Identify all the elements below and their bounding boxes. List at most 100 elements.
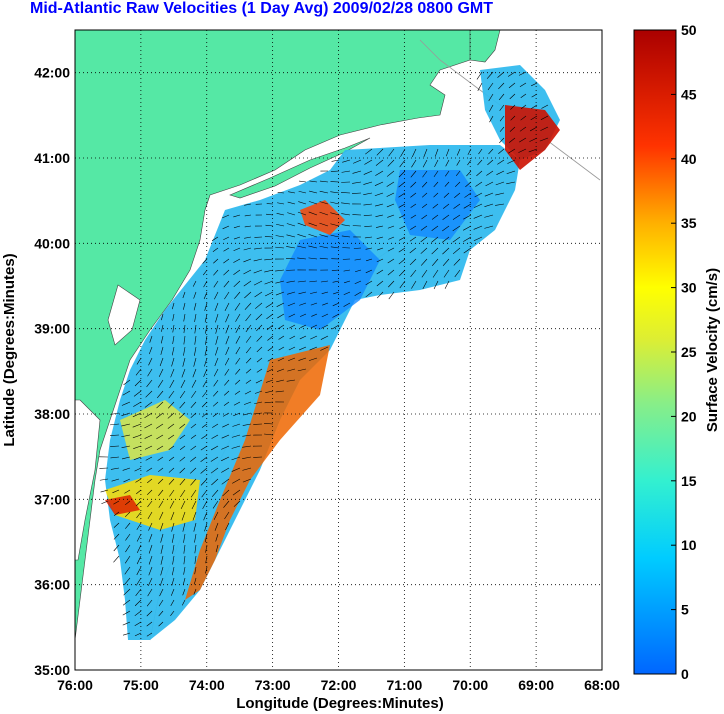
velocity-arrow — [159, 522, 164, 532]
velocity-arrow — [136, 566, 142, 576]
velocity-arrow — [256, 335, 263, 342]
velocity-hotspot — [505, 105, 560, 170]
velocity-arrow — [484, 203, 494, 207]
velocity-arrow — [452, 214, 461, 220]
velocity-arrow — [456, 148, 461, 156]
velocity-arrow — [134, 467, 142, 472]
velocity-arrow — [233, 225, 241, 229]
velocity-arrow — [245, 335, 252, 343]
velocity-arrow — [242, 478, 252, 483]
velocity-arrow — [158, 610, 164, 617]
velocity-arrow — [189, 467, 197, 474]
velocity-arrow — [211, 434, 219, 439]
velocity-arrow — [242, 467, 252, 471]
velocity-arrow — [110, 434, 120, 436]
velocity-arrow — [183, 566, 186, 575]
velocity-arrow — [243, 269, 252, 275]
velocity-arrow — [398, 247, 406, 253]
velocity-arrow — [319, 201, 329, 205]
velocity-arrow — [214, 357, 219, 367]
velocity-arrow — [520, 115, 527, 121]
velocity-arrow — [147, 500, 153, 508]
velocity-arrow — [265, 379, 274, 383]
velocity-arrow — [244, 236, 252, 239]
velocity-arrow — [124, 555, 131, 564]
velocity-arrow — [478, 148, 483, 155]
velocity-arrow — [330, 191, 340, 194]
velocity-arrow — [183, 555, 186, 565]
velocity-arrow — [352, 170, 362, 174]
colorbar-tick-label: 50 — [681, 22, 697, 38]
velocity-arrow — [168, 478, 175, 485]
colorbar-tick-label: 5 — [681, 602, 689, 618]
velocity-arrow — [253, 280, 263, 286]
velocity-arrow — [330, 212, 340, 216]
velocity-arrow — [200, 467, 208, 474]
velocity-arrow — [374, 203, 384, 207]
velocity-arrow — [497, 71, 505, 78]
velocity-arrow — [215, 335, 219, 345]
velocity-arrow — [519, 137, 527, 143]
velocity-arrow — [433, 280, 439, 290]
velocity-arrow — [422, 280, 428, 290]
velocity-arrow — [253, 258, 263, 262]
velocity-arrow — [179, 412, 186, 419]
velocity-arrow — [222, 423, 230, 428]
velocity-arrow — [243, 247, 252, 251]
velocity-arrow — [253, 456, 263, 458]
velocity-arrow — [156, 445, 164, 450]
velocity-arrow — [193, 302, 197, 311]
velocity-arrow — [169, 489, 175, 497]
velocity-arrow — [212, 423, 219, 428]
velocity-arrow — [310, 324, 318, 329]
velocity-arrow — [441, 236, 450, 243]
velocity-arrow — [135, 478, 142, 483]
velocity-arrow — [420, 225, 428, 231]
velocity-arrow — [308, 211, 318, 216]
velocity-arrow — [319, 211, 329, 216]
velocity-arrow — [308, 222, 318, 227]
x-tick-label: 71:00 — [386, 677, 422, 693]
velocity-arrow — [531, 82, 538, 87]
velocity-arrow — [298, 291, 307, 295]
velocity-arrow — [179, 423, 186, 429]
velocity-arrow — [488, 93, 494, 102]
velocity-arrow — [156, 412, 164, 419]
velocity-arrow — [499, 137, 505, 144]
velocity-arrow — [321, 313, 329, 318]
velocity-arrow — [311, 313, 318, 317]
velocity-arrow — [275, 291, 285, 296]
velocity-arrow — [495, 181, 505, 186]
velocity-arrow — [124, 566, 131, 575]
velocity-arrow — [148, 522, 153, 531]
velocity-arrow — [168, 445, 175, 450]
velocity-arrow — [387, 214, 395, 218]
velocity-arrow — [299, 335, 307, 340]
velocity-arrow — [134, 610, 142, 617]
velocity-arrow — [477, 159, 483, 166]
velocity-arrow — [122, 632, 131, 636]
velocity-arrow — [221, 214, 230, 219]
velocity-arrow — [506, 181, 516, 185]
velocity-arrow — [190, 478, 197, 486]
velocity-arrow — [445, 148, 450, 157]
velocity-arrow — [179, 478, 186, 486]
velocity-arrow — [133, 445, 142, 449]
velocity-arrow — [264, 433, 274, 436]
velocity-arrow — [431, 247, 439, 255]
velocity-arrow — [157, 467, 164, 473]
x-axis-label: Longitude (Degrees:Minutes) — [236, 695, 444, 712]
velocity-arrow — [286, 223, 296, 227]
velocity-arrow — [167, 434, 175, 440]
velocity-arrow — [287, 357, 296, 362]
velocity-arrow — [507, 71, 516, 77]
velocity-arrow — [374, 192, 384, 197]
chesapeake-bay — [75, 399, 101, 561]
velocity-arrow — [376, 280, 384, 287]
velocity-arrow — [193, 522, 197, 532]
velocity-arrow — [148, 346, 153, 355]
velocity-arrow — [212, 500, 219, 509]
velocity-arrow — [242, 434, 252, 437]
velocity-arrow — [136, 500, 142, 507]
velocity-arrow — [277, 192, 285, 194]
